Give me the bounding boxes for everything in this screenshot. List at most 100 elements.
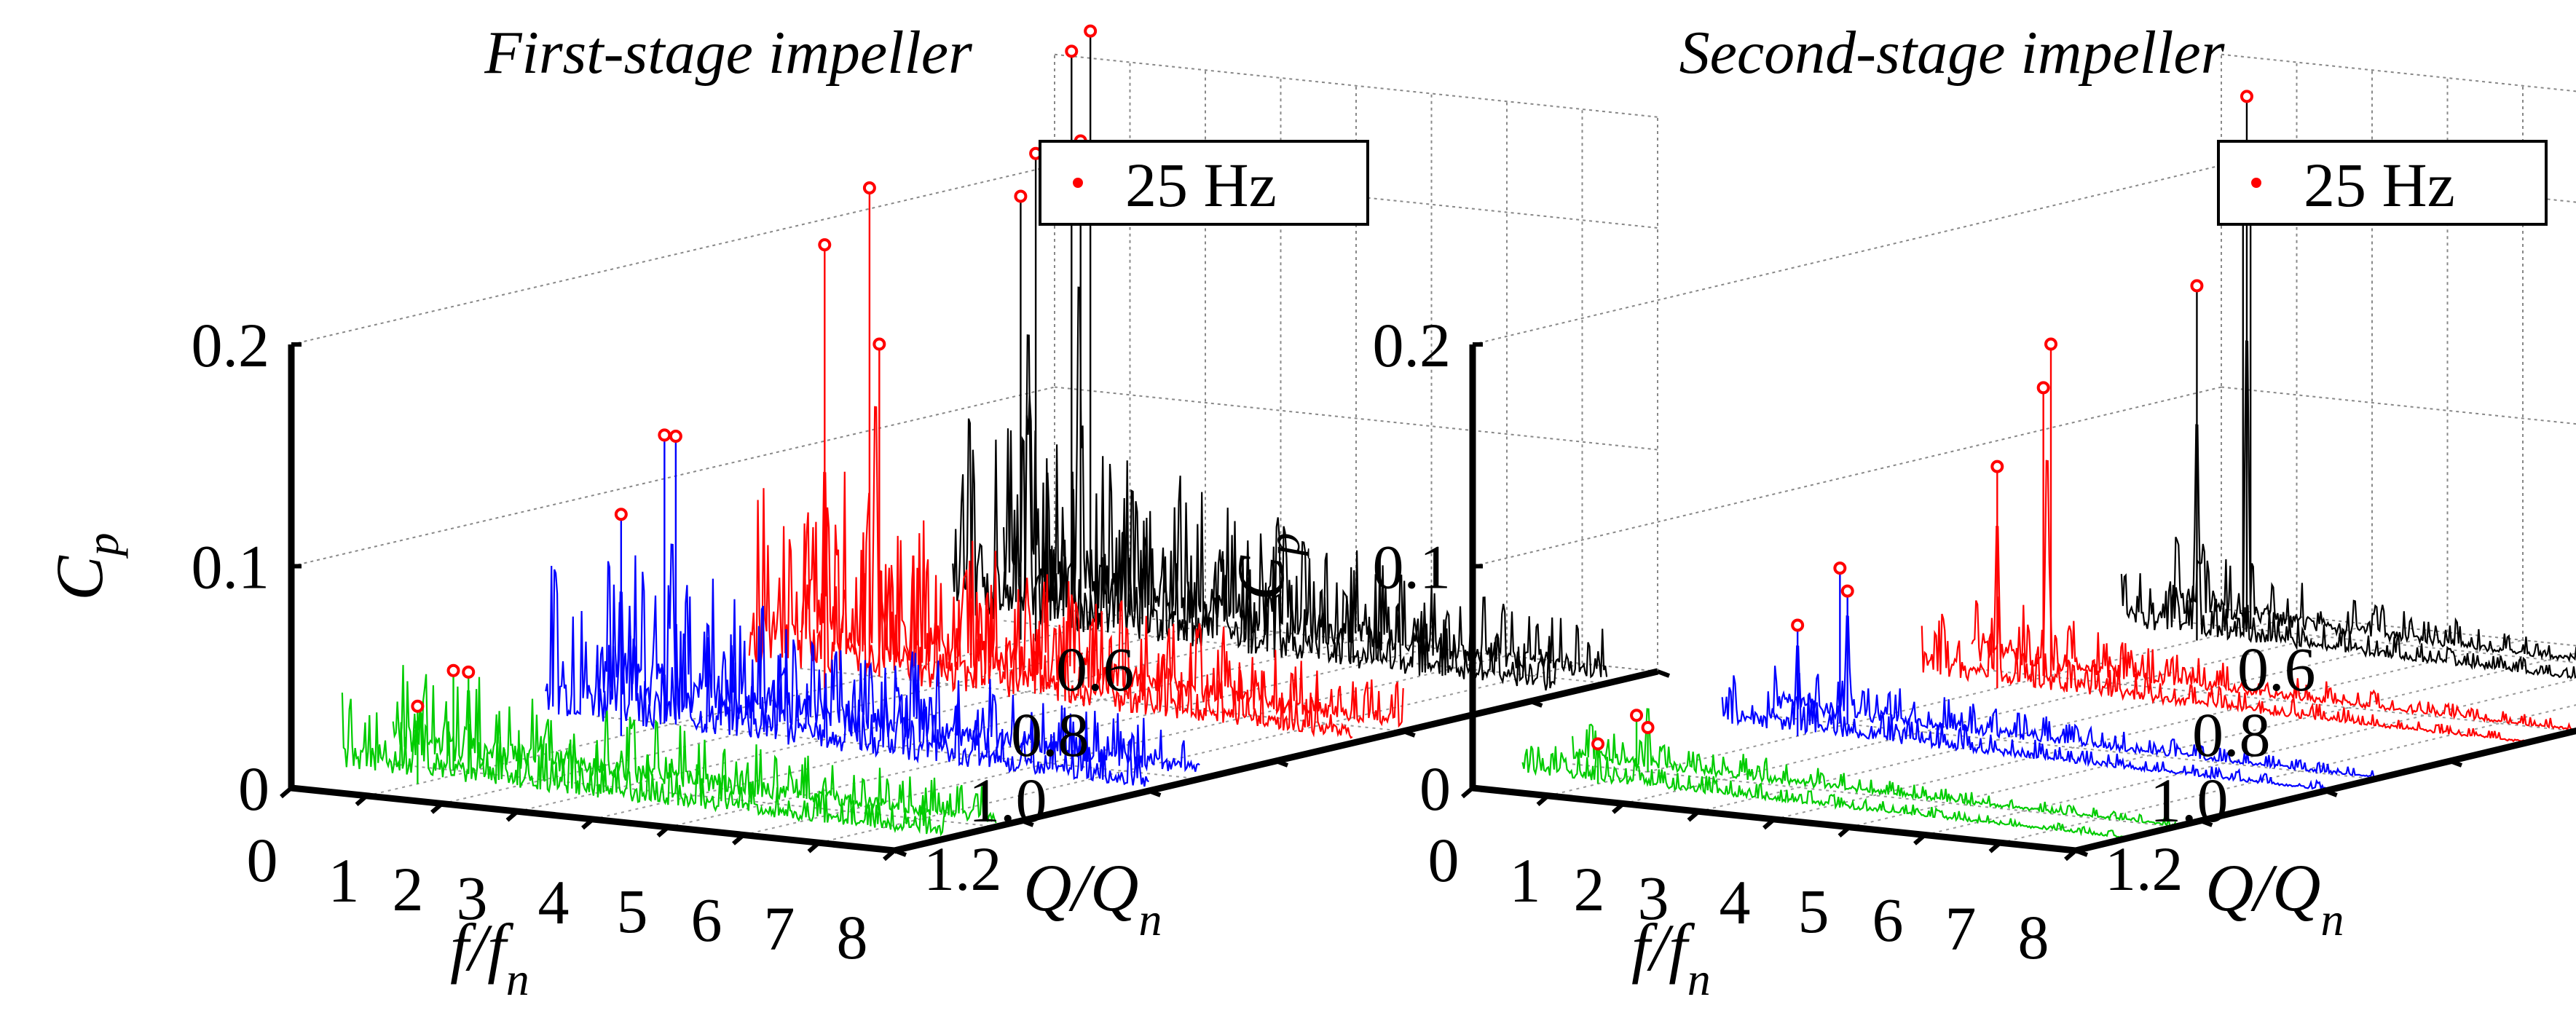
- x-tick-label: 1: [1510, 845, 1541, 915]
- series-line-q-0.8: [800, 406, 1404, 728]
- x-tick: [581, 817, 594, 830]
- x-tick: [280, 786, 293, 799]
- series-line-q-0.8b: [748, 471, 1353, 739]
- y-tick: [1402, 729, 1416, 738]
- z-tick-label: 0: [238, 754, 269, 824]
- x-tick: [732, 833, 745, 845]
- grid-line: [2221, 386, 2576, 425]
- grid-line: [1924, 678, 2576, 836]
- series-line-q-0.8: [1971, 460, 2575, 731]
- z-tick-label: 0.2: [1373, 310, 1452, 380]
- peak-marker-25hz: [1065, 44, 1079, 58]
- svg-text:Cp: Cp: [42, 532, 128, 600]
- grid-line: [596, 715, 1200, 780]
- x-tick-label: 7: [1945, 894, 1977, 963]
- x-tick: [883, 848, 896, 862]
- x-tick-label: 6: [1872, 885, 1904, 955]
- chart-title: First-stage impeller: [484, 19, 972, 87]
- peak-marker-25hz: [2044, 337, 2058, 351]
- peak-marker-25hz: [1630, 709, 1644, 722]
- z-tick-label: 0.1: [192, 532, 270, 602]
- x-tick: [1687, 809, 1701, 822]
- y-tick-labels: 0.60.81.01.2: [923, 634, 1135, 904]
- series-line-q-0.6: [2170, 340, 2576, 663]
- peak-marker-25hz: [2036, 381, 2050, 395]
- series-line-q-1.0b: [1721, 645, 2326, 791]
- x-tick: [355, 794, 369, 807]
- series-line-q-0.8b: [1921, 525, 2526, 743]
- axes: [280, 342, 1671, 862]
- y-tick: [2074, 848, 2089, 857]
- grid-line: [1054, 386, 1658, 451]
- x-tick-label: 4: [538, 867, 570, 937]
- x-tick: [1913, 833, 1926, 845]
- x-axis-label: f/fn: [450, 910, 529, 1005]
- y-tick: [1020, 819, 1034, 827]
- series-line-q-1.2: [392, 665, 997, 824]
- peak-marker-25hz: [658, 428, 671, 442]
- x-tick: [807, 840, 821, 854]
- peak-marker-25hz: [873, 337, 886, 351]
- y-tick: [1275, 759, 1289, 768]
- peak-marker-25hz: [446, 663, 460, 677]
- y-axis-label: Q/Qn: [1023, 851, 1162, 945]
- x-tick-label: 8: [2018, 902, 2049, 972]
- y-tick: [2324, 789, 2338, 797]
- x-tick: [656, 825, 670, 838]
- z-axis-label: Cp: [1224, 532, 1309, 600]
- x-tick-label: 7: [764, 894, 795, 963]
- y-tick-label: 1.0: [969, 765, 1047, 835]
- series-line-q-1.0b: [545, 565, 1150, 787]
- legend-marker: [2251, 178, 2261, 188]
- x-axis-label: f/fn: [1631, 910, 1711, 1005]
- series-group: [341, 31, 1608, 837]
- grid-line: [1572, 763, 2176, 828]
- x-tick-label: 1: [328, 845, 360, 915]
- grid: [1472, 53, 2576, 851]
- peak-marker-25hz: [462, 665, 476, 679]
- grid-line: [2221, 53, 2576, 92]
- z-tick-label: 0: [1419, 754, 1451, 824]
- peak-marker-25hz: [1014, 189, 1028, 203]
- x-tick: [1988, 840, 2002, 854]
- grid-line: [1623, 623, 2373, 805]
- x-tick-label: 4: [1720, 867, 1751, 937]
- x-tick: [1838, 825, 1851, 838]
- axes: [1461, 342, 2576, 862]
- x-tick: [1461, 786, 1474, 799]
- chart-title: Second-stage impeller: [1679, 19, 2225, 87]
- y-tick-label: 0.6: [2237, 634, 2316, 704]
- z-axis-label: Cp: [42, 532, 128, 600]
- grid-line: [1054, 53, 1658, 118]
- legend: 25 Hz: [2217, 140, 2548, 226]
- legend-marker: [1073, 178, 1083, 188]
- svg-text:Cp: Cp: [1224, 532, 1309, 600]
- peak-marker-25hz: [411, 699, 425, 713]
- series-line-q-1.0: [596, 543, 1200, 773]
- x-tick-label: 8: [837, 902, 868, 972]
- x-tick-label: 6: [691, 885, 722, 955]
- grid-line: [1004, 620, 1607, 685]
- grid: [291, 53, 1658, 851]
- peak-marker-25hz: [1833, 561, 1847, 575]
- grid-line: [1972, 668, 2575, 732]
- series-line-q-1.2b: [341, 693, 946, 837]
- legend-box: [1039, 140, 1369, 226]
- series-line-q-1.0: [1771, 615, 2376, 779]
- y-tick-label: 0.8: [1011, 700, 1090, 770]
- peak-marker-25hz: [1840, 584, 1854, 598]
- x-tick: [505, 809, 519, 822]
- x-tick-label: 3: [457, 863, 488, 933]
- grid-line: [1773, 639, 2524, 820]
- x-tick: [430, 802, 444, 814]
- legend-label: 25 Hz: [1125, 150, 1277, 220]
- z-tick-labels: 0 0.1 0.2: [1373, 310, 1452, 824]
- y-tick-label: 0.6: [1056, 634, 1135, 704]
- legend-label: 25 Hz: [2304, 150, 2455, 220]
- peak-marker-25hz: [818, 238, 832, 252]
